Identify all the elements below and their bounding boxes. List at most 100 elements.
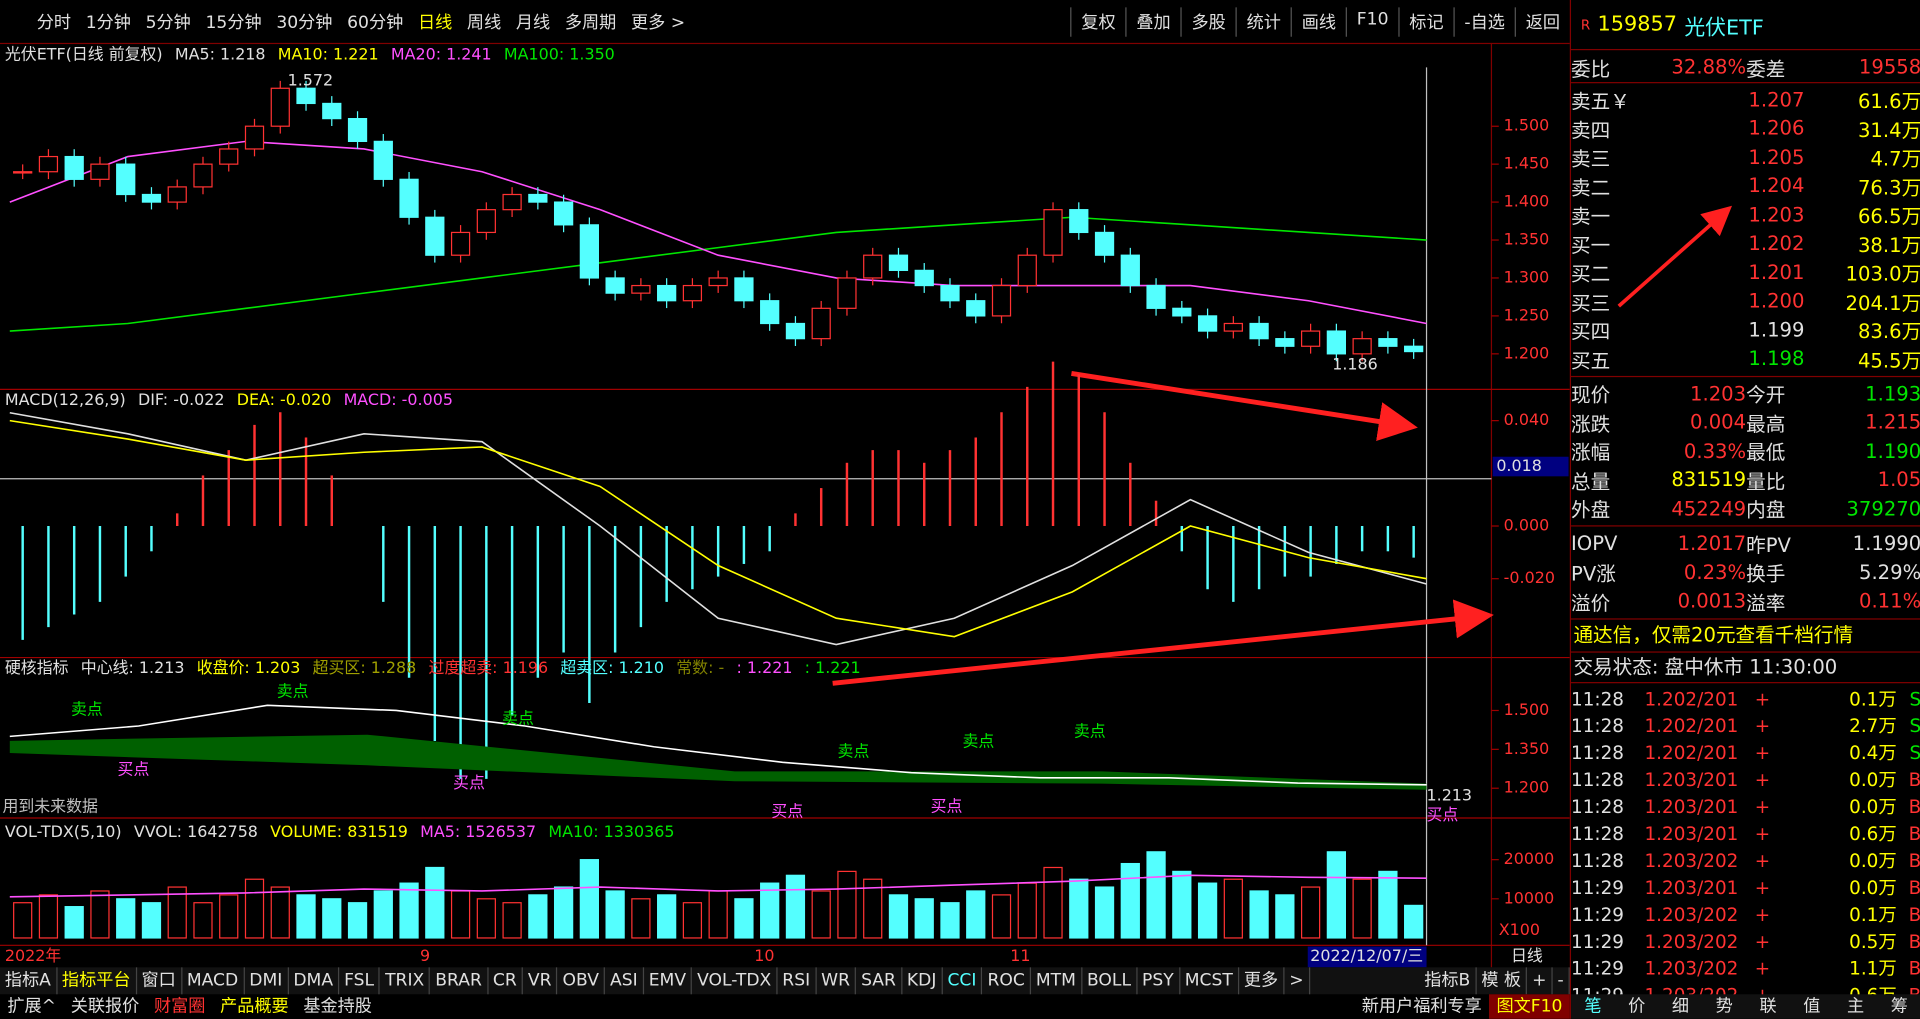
period-tab[interactable]: 60分钟 [347, 12, 404, 33]
indicator-tab[interactable]: BOLL [1082, 967, 1138, 995]
bottom-tab[interactable]: 财富圈 [153, 996, 206, 1017]
tool-button[interactable]: 多股 [1180, 6, 1235, 37]
bottom-link[interactable]: 新用户福利专享 [1361, 996, 1482, 1017]
candle [914, 269, 934, 287]
tick-time: 11:28 [1571, 795, 1624, 818]
period-tab[interactable]: 15分钟 [205, 12, 262, 33]
indicator-tab[interactable]: OBV [558, 967, 606, 995]
book-name: 卖五￥ [1571, 89, 1630, 113]
period-tab[interactable]: 多周期 [564, 12, 617, 33]
y-tick-label: 0.040 [1504, 410, 1550, 429]
quote-tab[interactable]: 联 [1759, 996, 1777, 1017]
tick-side: S [1897, 714, 1920, 736]
candle [141, 193, 162, 203]
quote-tab[interactable]: 筹 [1890, 996, 1908, 1017]
indicator-tab[interactable]: SAR [856, 967, 903, 995]
stats-row: 总量 831519 量比 1.05 [1571, 465, 1920, 494]
tool-button[interactable]: 叠加 [1125, 6, 1180, 37]
indicator-tab[interactable]: + [1527, 967, 1553, 995]
quote-tab[interactable]: 价 [1628, 996, 1646, 1017]
indicator-tab[interactable]: RSI [777, 967, 817, 995]
indicator-header: : 1.221 [736, 658, 792, 677]
quote-tab[interactable]: 势 [1715, 996, 1733, 1017]
indicator-tab[interactable]: ASI [605, 967, 644, 995]
indicator-tab[interactable]: CCI [943, 967, 983, 995]
indicator-tab[interactable]: CR [488, 967, 523, 995]
indicator-tab[interactable]: ROC [983, 967, 1031, 995]
indicator-tab[interactable]: 指标平台 [57, 967, 137, 995]
volume-bar [579, 859, 599, 939]
bottom-tab[interactable]: 产品概要 [220, 996, 289, 1017]
volume-bar [38, 894, 59, 939]
period-tab[interactable]: 更多 > [631, 12, 686, 33]
tool-button[interactable]: 复权 [1070, 6, 1125, 37]
candle [38, 155, 59, 173]
volume-bar [476, 898, 496, 939]
dea-line [9, 419, 1427, 638]
indicator-tab[interactable]: 窗口 [137, 967, 182, 995]
candle [219, 148, 239, 165]
bottom-tab[interactable]: 基金持股 [303, 996, 372, 1017]
period-tab[interactable]: 30分钟 [276, 12, 333, 33]
ratio-cell: 19558 [1858, 55, 1920, 79]
tool-button[interactable]: 标记 [1398, 6, 1453, 37]
indicator-tab[interactable]: MACD [182, 967, 245, 995]
tool-button[interactable]: -自选 [1453, 6, 1514, 37]
indicator-tab[interactable]: TRIX [380, 967, 431, 995]
indicator-tab[interactable]: VOL-TDX [692, 967, 778, 995]
indicator-tab[interactable]: EMV [644, 967, 693, 995]
book-vol: 38.1万 [1857, 233, 1920, 257]
quote-tab[interactable]: 细 [1671, 996, 1690, 1017]
stat-label: 外盘 [1571, 498, 1611, 522]
candle [991, 284, 1012, 317]
bottom-tab[interactable]: 扩展^ [7, 996, 57, 1017]
indicator-tab[interactable]: > [1284, 967, 1310, 995]
quote-tab[interactable]: 值 [1803, 996, 1821, 1017]
indicator-tab[interactable]: 模 板 [1476, 967, 1528, 995]
indicator-tab[interactable]: VR [523, 967, 558, 995]
quote-tab[interactable]: 笔 [1584, 996, 1602, 1017]
period-tab[interactable]: 日线 [417, 12, 453, 33]
indicator-header: MA20: 1.241 [391, 45, 492, 64]
stat-value: 379270 [1846, 496, 1920, 521]
quote-tab[interactable]: 主 [1846, 996, 1865, 1017]
notice[interactable]: 通达信，仅需20元查看千档行情 [1571, 619, 1920, 653]
bottom-tab[interactable]: 关联报价 [70, 996, 140, 1017]
indicator-tab[interactable]: WR [816, 967, 857, 995]
volume-bar [296, 894, 316, 939]
period-tab[interactable]: 月线 [515, 12, 551, 33]
tick-vol: 0.0万 [1849, 768, 1897, 792]
candle [1300, 330, 1321, 347]
iopv-section: IOPV 1.2017 昨PV 1.1990 PV涨 0.23% 换手 5.29% 溢价 0.00… [1571, 527, 1920, 619]
tick-vol: 0.0万 [1849, 876, 1897, 899]
indicator-tab[interactable]: DMA [288, 967, 340, 995]
indicator-tab[interactable]: KDJ [902, 967, 943, 995]
tool-button[interactable]: F10 [1345, 6, 1399, 37]
last-label: 1.213 [1427, 785, 1473, 804]
indicator-tab[interactable]: BRAR [430, 967, 489, 995]
book-vol: 204.1万 [1845, 291, 1920, 315]
candle [940, 284, 960, 302]
bottom-link[interactable]: 图文F10 [1489, 994, 1570, 1019]
book-name: 卖三 [1571, 147, 1611, 171]
tick-side: B [1908, 956, 1920, 979]
indicator-tab[interactable]: DMI [244, 967, 289, 995]
indicator-tab[interactable]: FSL [339, 967, 381, 995]
indicator-tab[interactable]: MCST [1180, 967, 1240, 995]
indicator-tab[interactable]: - [1553, 967, 1570, 995]
period-tab[interactable]: 5分钟 [145, 12, 191, 33]
tool-button[interactable]: 返回 [1514, 6, 1570, 37]
sell-signal: 卖点 [277, 681, 309, 700]
period-tab[interactable]: 1分钟 [85, 12, 131, 33]
stat-value: 0.23% [1683, 560, 1747, 584]
indicator-tab[interactable]: PSY [1137, 967, 1180, 995]
indicator-tab[interactable]: 指标A [0, 967, 58, 995]
indicator-tab[interactable]: 指标B [1419, 967, 1477, 995]
book-row: 买三 1.200 204.1万 [1571, 287, 1920, 316]
tool-button[interactable]: 画线 [1290, 6, 1346, 37]
period-tab[interactable]: 分时 [36, 12, 72, 33]
indicator-tab[interactable]: MTM [1031, 967, 1083, 995]
tool-button[interactable]: 统计 [1235, 6, 1291, 37]
indicator-tab[interactable]: 更多 [1239, 967, 1285, 995]
period-tab[interactable]: 周线 [466, 12, 502, 33]
